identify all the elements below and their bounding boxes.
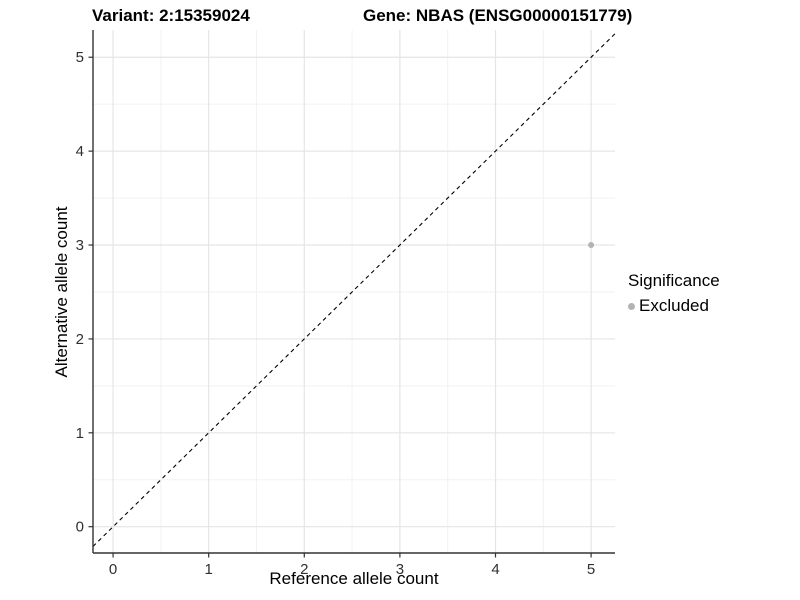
svg-text:0: 0 — [76, 519, 84, 536]
svg-text:3: 3 — [396, 561, 404, 578]
legend-entry-excluded: Excluded — [628, 296, 720, 316]
svg-text:5: 5 — [76, 49, 84, 66]
x-axis-label: Reference allele count — [269, 569, 439, 588]
svg-text:3: 3 — [76, 237, 84, 254]
legend-title: Significance — [628, 271, 720, 290]
svg-text:5: 5 — [587, 561, 595, 578]
y-axis-label: Alternative allele count — [52, 206, 71, 378]
svg-text:4: 4 — [76, 143, 84, 160]
excluded-point-swatch — [628, 302, 635, 310]
svg-text:1: 1 — [76, 425, 84, 442]
legend: Significance Excluded — [628, 271, 720, 316]
variant-title: Variant: 2:15359024 — [92, 6, 250, 25]
svg-text:1: 1 — [205, 561, 213, 578]
svg-text:0: 0 — [109, 561, 117, 578]
svg-text:2: 2 — [300, 561, 308, 578]
svg-text:4: 4 — [491, 561, 499, 578]
gene-title: Gene: NBAS (ENSG00000151779) — [363, 6, 633, 25]
legend-entry-label: Excluded — [639, 296, 709, 315]
svg-text:2: 2 — [76, 331, 84, 348]
